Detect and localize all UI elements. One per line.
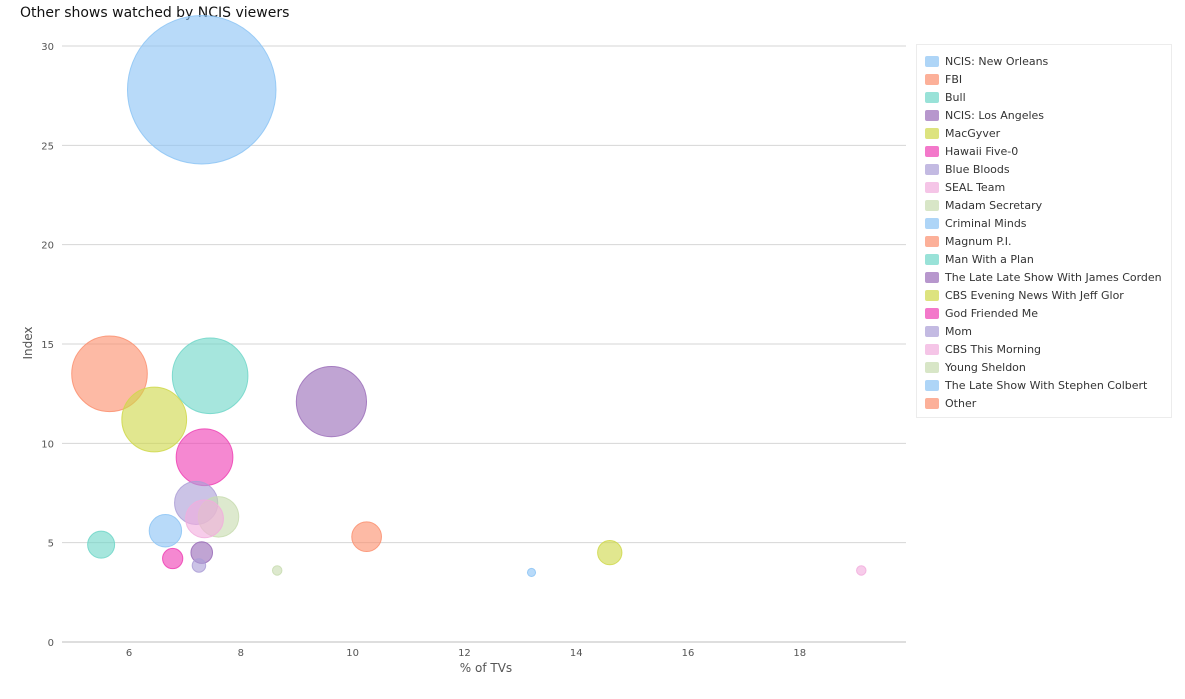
legend-item[interactable]: MacGyver [917,124,1171,142]
legend-swatch [925,145,939,157]
legend-label: NCIS: New Orleans [945,54,1049,68]
legend-item[interactable]: Blue Bloods [917,160,1171,178]
legend-label: The Late Late Show With James Corden [945,270,1162,284]
bubble-bull[interactable]: Bull [171,337,249,415]
legend-swatch [925,163,939,175]
legend-swatch [925,379,939,391]
bubble-man-with-a-plan[interactable]: Man With a Plan [87,530,116,559]
legend-item[interactable]: Mom [917,322,1171,340]
x-tick-label: 6 [126,648,132,659]
legend-swatch [925,235,939,247]
x-axis-label: % of TVs [460,661,512,675]
legend-label: CBS This Morning [945,342,1042,356]
chart-title: Other shows watched by NCIS viewers [20,5,290,21]
legend-swatch [925,289,939,301]
x-tick-label: 10 [346,648,359,659]
y-tick-label: 20 [41,241,54,252]
legend-label: CBS Evening News With Jeff Glor [945,288,1124,302]
y-tick-label: 15 [41,340,54,351]
legend-label: Blue Bloods [945,162,1010,176]
tick-labels: 0 5 10 15 20 25 30 6 8 10 12 14 16 18 [41,42,806,659]
legend-label: FBI [945,72,963,86]
x-tick-label: 12 [458,648,471,659]
bubble-macgyver[interactable]: MacGyver [121,386,188,453]
legend-label: The Late Show With Stephen Colbert [945,378,1148,392]
legend: NCIS: New Orleans FBI Bull NCIS: Los Angele… [916,44,1172,418]
legend-label: Other [945,396,977,410]
bubble-criminal-minds[interactable]: Criminal Minds [148,514,183,548]
legend-swatch [925,73,939,85]
x-tick-label: 18 [793,648,806,659]
legend-label: Mom [945,324,972,338]
legend-item[interactable]: Other [917,394,1171,412]
legend-item[interactable]: Madam Secretary [917,196,1171,214]
grid-lines [62,45,906,643]
x-tick-label: 14 [570,648,583,659]
legend-label: Young Sheldon [945,360,1026,374]
legend-swatch [925,397,939,409]
y-tick-label: 30 [41,42,54,53]
legend-label: Hawaii Five-0 [945,144,1019,158]
legend-swatch [925,307,939,319]
legend-item[interactable]: FBI [917,70,1171,88]
bubble-ncis-new-orleans[interactable]: NCIS: New Orleans [126,14,277,165]
bubble-mom[interactable]: Mom [191,558,207,573]
legend-swatch [925,91,939,103]
legend-swatch [925,181,939,193]
legend-swatch [925,217,939,229]
legend-swatch [925,271,939,283]
y-tick-label: 10 [41,439,54,450]
y-tick-label: 0 [48,638,54,649]
bubble-cbs-this-morning[interactable]: CBS This Morning [856,565,867,576]
bubbles: NCIS: New Orleans FBI Bull NCIS: Los Angele… [71,14,867,578]
bubble-seal-team[interactable]: SEAL Team [185,499,224,539]
legend-label: Man With a Plan [945,252,1034,266]
legend-item[interactable]: NCIS: New Orleans [917,52,1171,70]
x-tick-label: 16 [682,648,695,659]
legend-item[interactable]: The Late Late Show With James Corden [917,268,1171,286]
legend-item[interactable]: SEAL Team [917,178,1171,196]
bubble-chart: 0 5 10 15 20 25 30 6 8 10 12 14 16 18 NCIS: New Orlea… [21,14,906,675]
legend-label: Bull [945,90,966,104]
legend-label: God Friended Me [945,306,1039,320]
bubble-hawaii-five-0[interactable]: Hawaii Five-0 [175,428,234,487]
legend-label: SEAL Team [945,180,1006,194]
legend-item[interactable]: Man With a Plan [917,250,1171,268]
legend-item[interactable]: The Late Show With Stephen Colbert [917,376,1171,394]
legend-swatch [925,109,939,121]
legend-label: Magnum P.I. [945,234,1012,248]
legend-swatch [925,343,939,355]
legend-item[interactable]: CBS This Morning [917,340,1171,358]
y-axis-label: Index [21,326,35,359]
legend-item[interactable]: Bull [917,88,1171,106]
legend-label: MacGyver [945,126,1001,140]
bubble-fbi[interactable]: FBI [71,335,148,413]
legend-item[interactable]: Magnum P.I. [917,232,1171,250]
bubble-cbs-evening-news-with-jeff-glor[interactable]: CBS Evening News With Jeff Glor [597,539,623,566]
bubble-magnum-p-i-[interactable]: Magnum P.I. [351,521,382,553]
legend-item[interactable]: God Friended Me [917,304,1171,322]
bubble-young-sheldon[interactable]: Young Sheldon [271,565,283,576]
legend-item[interactable]: Hawaii Five-0 [917,142,1171,160]
bubble-god-friended-me[interactable]: God Friended Me [162,547,184,570]
legend-swatch [925,55,939,67]
bubble-the-late-show-with-stephen-colbert[interactable]: The Late Show With Stephen Colbert [526,567,537,578]
legend-item[interactable]: Criminal Minds [917,214,1171,232]
legend-label: Criminal Minds [945,216,1027,230]
legend-item[interactable]: CBS Evening News With Jeff Glor [917,286,1171,304]
legend-label: Madam Secretary [945,198,1043,212]
legend-swatch [925,199,939,211]
y-tick-label: 25 [41,141,54,152]
legend-swatch [925,361,939,373]
x-tick-label: 8 [238,648,244,659]
y-tick-label: 5 [48,539,54,550]
legend-swatch [925,325,939,337]
legend-item[interactable]: NCIS: Los Angeles [917,106,1171,124]
legend-label: NCIS: Los Angeles [945,108,1045,122]
legend-item[interactable]: Young Sheldon [917,358,1171,376]
legend-swatch [925,253,939,265]
bubble-ncis-los-angeles[interactable]: NCIS: Los Angeles [295,366,368,438]
legend-swatch [925,127,939,139]
